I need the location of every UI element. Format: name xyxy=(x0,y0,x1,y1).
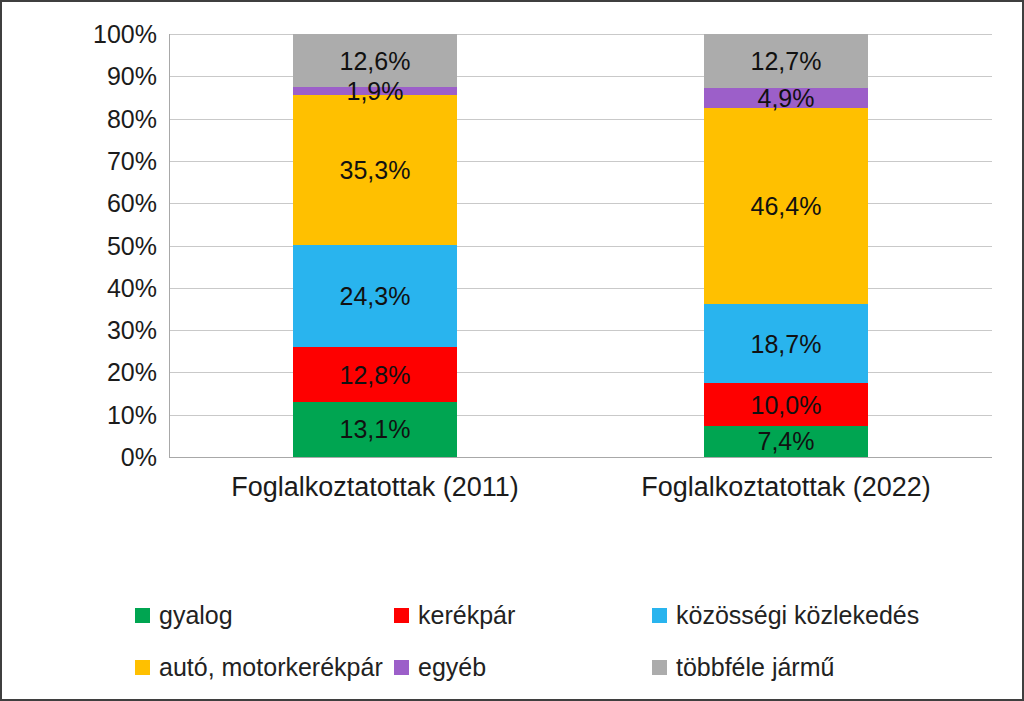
gridline-0% xyxy=(169,457,992,458)
chart-container: 0% 10% 20% 30% 40% 50% 60% 70% 80% 90% 100% 13,1% 1… xyxy=(0,0,1024,701)
y-axis-tick-label: 20% xyxy=(47,360,157,385)
bar-segment-label: 4,9% xyxy=(704,85,868,112)
y-axis-line xyxy=(169,34,170,457)
legend-item-többféle jármű: többféle jármű xyxy=(652,654,834,680)
bar-segment-label: 12,7% xyxy=(704,47,868,74)
legend-swatch-icon xyxy=(135,660,150,675)
y-axis-tick-label: 100% xyxy=(47,22,157,47)
bar-segment-label: 13,1% xyxy=(293,416,457,443)
legend-swatch-icon xyxy=(394,608,409,623)
y-axis-tick-label: 10% xyxy=(47,402,157,427)
bar-segment-label: 1,9% xyxy=(293,78,457,105)
legend-label: gyalog xyxy=(159,602,233,628)
legend-item-közösségi közlekedés: közösségi közlekedés xyxy=(652,602,919,628)
legend-swatch-icon xyxy=(652,608,667,623)
legend-label: többféle jármű xyxy=(676,654,834,680)
bar-segment-label: 12,8% xyxy=(293,361,457,388)
bar-segment-label: 35,3% xyxy=(293,156,457,183)
y-axis-tick-label: 80% xyxy=(47,106,157,131)
bar-segment-label: 10,0% xyxy=(704,391,868,418)
y-axis-tick-label: 70% xyxy=(47,148,157,173)
y-axis-tick-label: 50% xyxy=(47,233,157,258)
legend-swatch-icon xyxy=(652,660,667,675)
y-axis-tick-label: 90% xyxy=(47,64,157,89)
y-axis-tick-label: 60% xyxy=(47,191,157,216)
legend-label: egyéb xyxy=(418,654,486,680)
bar-segment-label: 24,3% xyxy=(293,283,457,310)
bar-segment-label: 46,4% xyxy=(704,193,868,220)
bar-segment-label: 18,7% xyxy=(704,330,868,357)
legend-label: kerékpár xyxy=(418,602,515,628)
legend-label: közösségi közlekedés xyxy=(676,602,919,628)
y-axis-tick-label: 30% xyxy=(47,318,157,343)
y-axis-tick-label: 40% xyxy=(47,275,157,300)
legend-item-egyéb: egyéb xyxy=(394,654,486,680)
legend-swatch-icon xyxy=(394,660,409,675)
legend-swatch-icon xyxy=(135,608,150,623)
bar-segment-label: 7,4% xyxy=(704,428,868,455)
x-axis-category-label: Foglalkoztatottak (2011) xyxy=(231,472,519,502)
bar-segment-label: 12,6% xyxy=(293,47,457,74)
legend-item-autó, motorkerékpár: autó, motorkerékpár xyxy=(135,654,383,680)
legend-item-kerékpár: kerékpár xyxy=(394,602,515,628)
y-axis-tick-label: 0% xyxy=(47,445,157,470)
legend-item-gyalog: gyalog xyxy=(135,602,233,628)
legend-label: autó, motorkerékpár xyxy=(159,654,383,680)
x-axis-category-label: Foglalkoztatottak (2022) xyxy=(641,472,931,502)
